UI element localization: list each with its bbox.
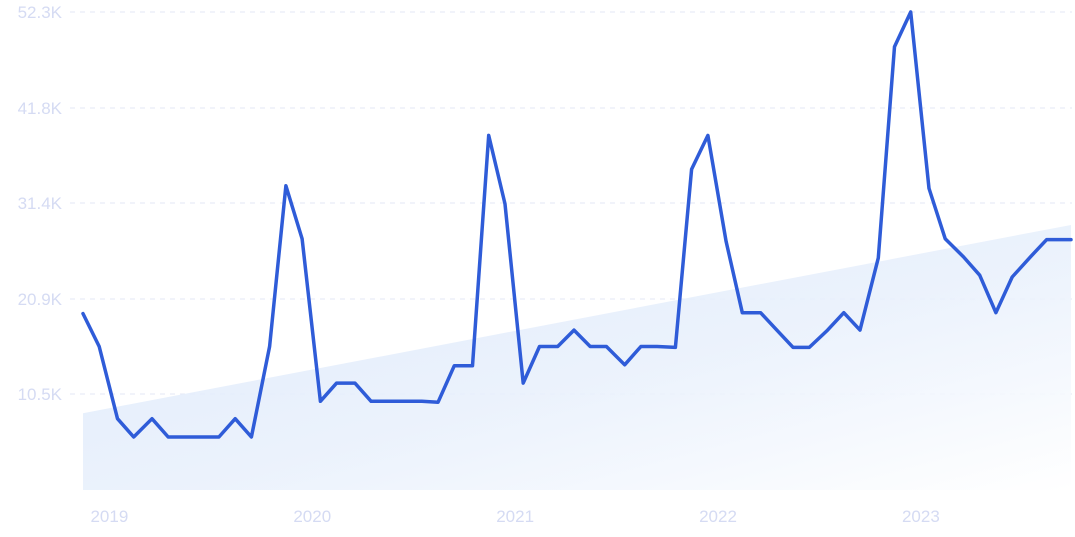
y-tick-label-31.4k: 31.4K [18,194,63,213]
x-tick-label-2022: 2022 [699,507,737,526]
y-tick-label-20.9k: 20.9K [18,290,63,309]
x-tick-label-2019: 2019 [90,507,128,526]
x-tick-label-2023: 2023 [902,507,940,526]
series-line-0 [81,10,1073,439]
y-axis-ticks: 10.5K 20.9K 31.4K 41.8K 52.3K [18,3,63,404]
trend-area [83,224,1071,490]
y-tick-label-41.8k: 41.8K [18,99,63,118]
y-tick-label-10.5k: 10.5K [18,385,63,404]
series-group [81,10,1073,439]
trend-area-group [83,224,1071,490]
x-axis-ticks: 2019 2020 2021 2022 2023 [90,507,939,526]
x-tick-label-2021: 2021 [496,507,534,526]
x-tick-label-2020: 2020 [293,507,331,526]
y-tick-label-52.3k: 52.3K [18,3,63,22]
